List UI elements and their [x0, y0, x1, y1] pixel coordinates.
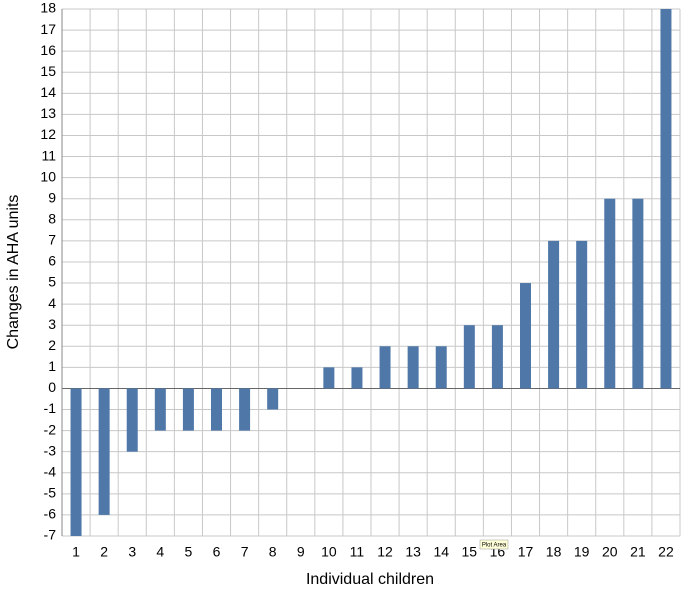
x-tick-label: 12 [377, 544, 393, 560]
tooltip-box [479, 539, 509, 550]
y-axis-label: Changes in AHA units [5, 195, 22, 350]
bar [239, 388, 251, 431]
y-tick-label: 9 [48, 189, 56, 205]
bar [351, 367, 363, 389]
y-tick-label: 2 [48, 337, 56, 353]
bar [604, 198, 616, 389]
x-tick-label: 5 [185, 544, 193, 560]
x-tick-label: 2 [100, 544, 108, 560]
bar [70, 388, 82, 536]
y-tick-label: 6 [48, 253, 56, 269]
y-tick-label: -3 [44, 442, 57, 458]
y-tick-label: 18 [40, 0, 56, 16]
bar [463, 325, 475, 389]
bar [491, 325, 503, 389]
x-tick-label: 11 [350, 544, 365, 560]
x-tick-label: 17 [518, 544, 534, 560]
y-tick-label: 12 [40, 126, 56, 142]
y-tick-label: -4 [44, 463, 57, 479]
y-tick-label: 5 [48, 274, 56, 290]
y-tick-label: 11 [41, 147, 56, 163]
y-tick-label: 8 [48, 211, 56, 227]
x-tick-label: 6 [213, 544, 221, 560]
bar [267, 388, 279, 410]
bar [379, 346, 391, 389]
y-tick-label: -2 [44, 421, 57, 437]
x-tick-label: 19 [574, 544, 590, 560]
y-tick-label: 0 [48, 379, 56, 395]
bar [323, 367, 335, 389]
bar [126, 388, 138, 452]
y-tick-label: 4 [48, 295, 56, 311]
y-tick-label: -1 [44, 400, 57, 416]
bar [548, 240, 560, 389]
y-tick-label: -7 [44, 527, 57, 543]
bar [98, 388, 110, 515]
y-tick-label: 14 [40, 84, 56, 100]
bar [407, 346, 419, 389]
y-tick-label: 10 [40, 168, 56, 184]
y-tick-label: 1 [48, 358, 56, 374]
y-tick-label: 3 [48, 316, 56, 332]
x-tick-label: 20 [602, 544, 618, 560]
x-tick-label: 15 [462, 544, 478, 560]
x-tick-label: 7 [241, 544, 249, 560]
x-tick-label: 18 [546, 544, 562, 560]
x-tick-label: 10 [321, 544, 337, 560]
y-tick-label: 13 [40, 105, 56, 121]
y-tick-label: 7 [48, 232, 56, 248]
x-tick-label: 4 [156, 544, 164, 560]
bar [211, 388, 222, 431]
y-tick-label: 17 [40, 21, 56, 37]
x-tick-label: 14 [433, 544, 449, 560]
tooltip: Plot Area [482, 543, 507, 549]
bar [435, 346, 447, 389]
x-tick-label: 21 [630, 544, 646, 560]
bar [632, 198, 644, 389]
x-tick-label: 3 [128, 544, 136, 560]
x-tick-label: 8 [269, 544, 277, 560]
bar [182, 388, 194, 431]
x-tick-label: 1 [72, 544, 80, 560]
x-tick-label: 13 [405, 544, 421, 560]
bar [660, 9, 672, 389]
y-tick-label: -5 [44, 485, 57, 501]
x-tick-label: 22 [658, 544, 674, 560]
bar [154, 388, 166, 431]
bar [520, 283, 531, 389]
x-tick-label: 9 [297, 544, 305, 560]
x-axis-label: Individual children [306, 571, 434, 588]
y-tick-label: -6 [44, 506, 57, 522]
bar [576, 240, 588, 389]
y-tick-label: 15 [40, 63, 56, 79]
y-tick-label: 16 [40, 42, 56, 58]
